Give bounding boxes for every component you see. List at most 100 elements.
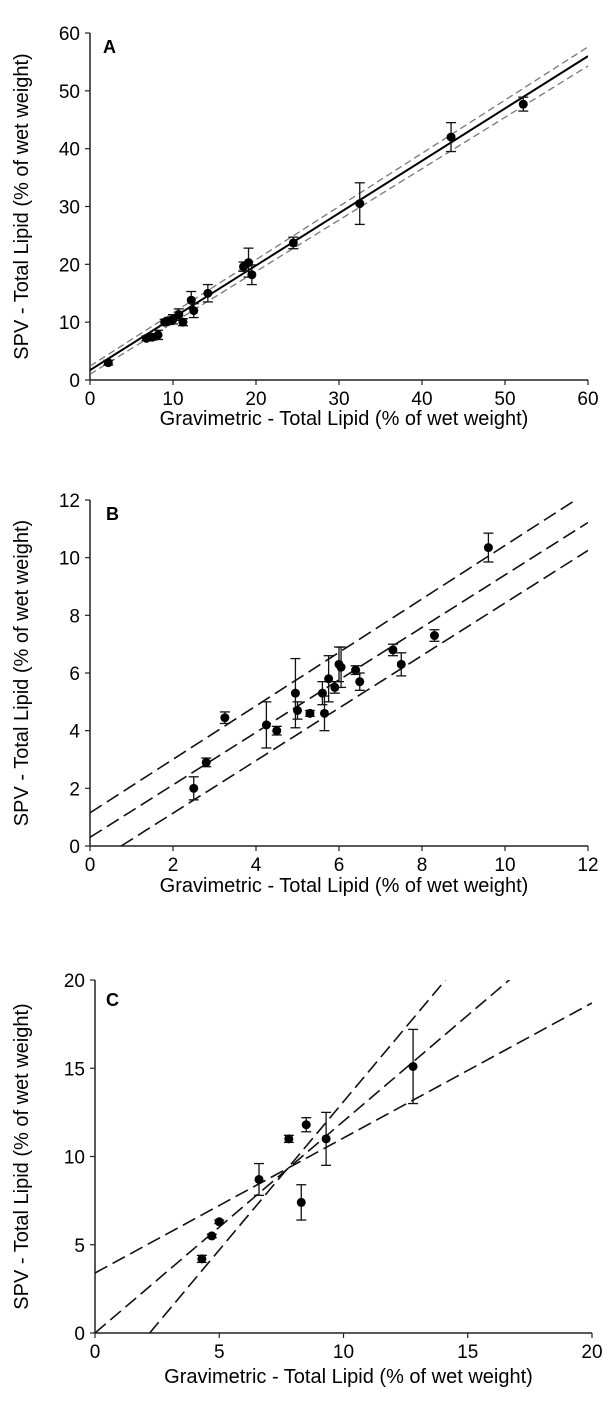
x-tick-label: 5 bbox=[214, 1342, 225, 1363]
chart-panel-b: 0 2 4 6 8 10 12 0 2 4 6 8 10 12 Gravimetric - Total Li… bbox=[11, 491, 599, 897]
regression-lines bbox=[95, 980, 592, 1333]
y-tick-label: 0 bbox=[74, 1324, 85, 1345]
y-tick-label: 50 bbox=[59, 82, 80, 103]
y-tick-label: 10 bbox=[64, 1148, 85, 1169]
data-point bbox=[214, 1217, 224, 1227]
x-tick-label: 8 bbox=[417, 855, 428, 876]
x-tick-label: 12 bbox=[577, 855, 598, 876]
y-tick-label: 40 bbox=[59, 140, 80, 161]
data-point-group bbox=[188, 776, 199, 801]
x-tick-label: 10 bbox=[162, 389, 183, 410]
y-tick-label: 8 bbox=[69, 606, 80, 627]
data-point bbox=[103, 358, 113, 368]
panel-label: C bbox=[106, 990, 119, 1010]
data-point-group bbox=[196, 1254, 207, 1264]
x-tick-label: 15 bbox=[457, 1342, 478, 1363]
data-point bbox=[388, 645, 398, 655]
data-point bbox=[296, 1197, 306, 1207]
data-point-group bbox=[321, 1111, 332, 1166]
data-point bbox=[321, 1134, 331, 1144]
data-point bbox=[186, 295, 196, 305]
y-tick-label: 0 bbox=[69, 371, 80, 392]
y-tick-label: 15 bbox=[64, 1059, 85, 1080]
x-tick-label: 4 bbox=[251, 855, 262, 876]
data-point bbox=[319, 708, 329, 718]
data-point bbox=[261, 720, 271, 730]
data-point bbox=[178, 317, 188, 327]
data-point bbox=[305, 708, 315, 718]
data-point bbox=[153, 330, 163, 340]
fit-line bbox=[95, 980, 511, 1333]
data-point bbox=[272, 726, 282, 736]
data-point bbox=[330, 682, 340, 692]
x-tick-label: 40 bbox=[411, 389, 432, 410]
x-tick-label: 0 bbox=[85, 389, 96, 410]
data-point-group bbox=[301, 1117, 312, 1133]
x-tick-label: 30 bbox=[328, 389, 349, 410]
data-point-group bbox=[153, 329, 164, 341]
y-tick-label: 20 bbox=[64, 971, 85, 992]
x-axis-title: Gravimetric - Total Lipid (% of wet weig… bbox=[160, 875, 529, 897]
x-tick-label: 60 bbox=[577, 389, 598, 410]
fit-line bbox=[90, 521, 588, 839]
data-point-group bbox=[336, 646, 347, 689]
y-axis-title: SPV - Total Lipid (% of wet weight) bbox=[11, 1003, 33, 1309]
data-point bbox=[207, 1231, 217, 1241]
data-point-group bbox=[201, 757, 212, 768]
y-tick-label: 6 bbox=[69, 664, 80, 685]
data-point bbox=[301, 1120, 311, 1130]
data-point bbox=[189, 306, 199, 316]
x-tick-label: 20 bbox=[245, 389, 266, 410]
data-point-group bbox=[254, 1162, 265, 1196]
x-tick-label: 0 bbox=[90, 1342, 101, 1363]
data-point bbox=[483, 543, 493, 553]
ci-lower-line bbox=[120, 549, 588, 846]
regression-lines bbox=[90, 500, 588, 846]
y-tick-label: 10 bbox=[59, 313, 80, 334]
data-point-group bbox=[354, 182, 365, 226]
y-tick-label: 4 bbox=[69, 722, 80, 743]
data-point-group bbox=[288, 236, 299, 250]
data-point-group bbox=[290, 657, 301, 729]
data-point bbox=[174, 310, 184, 320]
x-tick-label: 2 bbox=[168, 855, 179, 876]
y-tick-label: 20 bbox=[59, 255, 80, 276]
data-point bbox=[355, 677, 365, 687]
data-point-group bbox=[292, 701, 303, 720]
data-point-group bbox=[177, 317, 188, 327]
data-point bbox=[290, 688, 300, 698]
x-tick-label: 20 bbox=[581, 1342, 602, 1363]
data-point bbox=[446, 132, 456, 142]
data-point-group bbox=[214, 1217, 225, 1227]
data-point-group bbox=[354, 672, 365, 691]
y-tick-label: 12 bbox=[59, 491, 80, 512]
x-tick-label: 10 bbox=[494, 855, 515, 876]
data-point-group bbox=[429, 629, 440, 642]
data-point bbox=[189, 783, 199, 793]
data-point bbox=[336, 662, 346, 672]
data-point bbox=[518, 99, 528, 109]
data-point-group bbox=[387, 643, 398, 657]
data-point bbox=[197, 1254, 207, 1264]
data-point bbox=[203, 288, 213, 298]
data-point-group bbox=[408, 1028, 419, 1105]
data-point bbox=[201, 757, 211, 767]
data-point-group bbox=[188, 303, 199, 319]
data-point bbox=[293, 705, 302, 715]
y-tick-label: 30 bbox=[59, 198, 80, 219]
data-point bbox=[220, 713, 230, 723]
ci-lower-line bbox=[149, 980, 446, 1333]
x-tick-label: 50 bbox=[494, 389, 515, 410]
ci-lower-line bbox=[90, 65, 588, 375]
data-point-group bbox=[283, 1134, 294, 1144]
data-point-group bbox=[518, 96, 529, 112]
data-point-group bbox=[483, 532, 494, 563]
data-point-group bbox=[446, 121, 457, 153]
panel-label: B bbox=[106, 504, 119, 524]
ci-upper-line bbox=[95, 1002, 592, 1274]
data-point-group bbox=[396, 652, 407, 677]
x-tick-label: 10 bbox=[333, 1342, 354, 1363]
x-axis-title: Gravimetric - Total Lipid (% of wet weig… bbox=[164, 1366, 533, 1388]
data-point-group bbox=[261, 701, 272, 749]
